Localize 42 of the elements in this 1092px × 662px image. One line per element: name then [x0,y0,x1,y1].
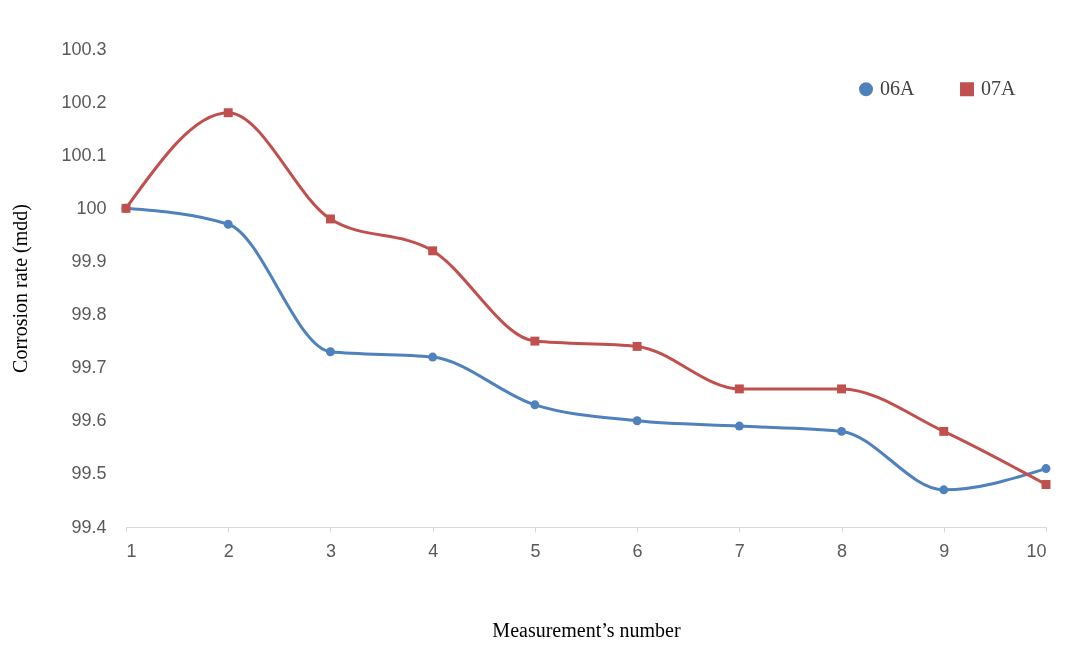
point [1041,464,1051,474]
point [325,214,335,224]
x-tick-label: 8 [837,540,848,561]
x-tick-label: 5 [530,540,541,561]
point [428,352,438,362]
y-tick-label: 100 [76,197,107,218]
point [734,384,744,394]
y-tick-label: 99.7 [71,357,107,378]
x-tick-label: 7 [734,540,745,561]
y-tick-label: 99.4 [71,516,107,537]
y-tick-label: 99.9 [71,250,107,271]
y-tick-label: 100.3 [61,38,107,59]
point [428,246,438,256]
point [734,421,744,431]
point [530,400,540,410]
x-tick-label: 10 [1026,540,1047,561]
x-tick-label: 1 [126,540,137,561]
y-tick-label: 100.1 [61,144,107,165]
point [223,108,233,118]
point [632,416,642,426]
y-tick-label: 99.6 [71,410,107,431]
point [632,341,642,351]
x-tick-label: 2 [223,540,234,561]
point [325,347,335,357]
x-tick-label: 3 [325,540,336,561]
point [939,485,949,495]
x-tick-label: 9 [939,540,950,561]
y-axis-title: Corrosion rate (mdd) [9,204,33,373]
legend-label: 07A [981,77,1016,100]
point [837,384,847,394]
point [939,426,949,436]
point [223,219,233,229]
x-axis-title: Measurement’s number [492,618,681,641]
point [837,426,847,436]
point [530,336,540,346]
x-tick-label: 6 [632,540,643,561]
y-tick-label: 99.8 [71,304,107,325]
legend-label: 06A [880,77,915,100]
y-tick-label: 99.5 [71,463,107,484]
x-tick-label: 4 [428,540,439,561]
y-tick-label: 100.2 [61,91,107,112]
point [1041,480,1051,489]
